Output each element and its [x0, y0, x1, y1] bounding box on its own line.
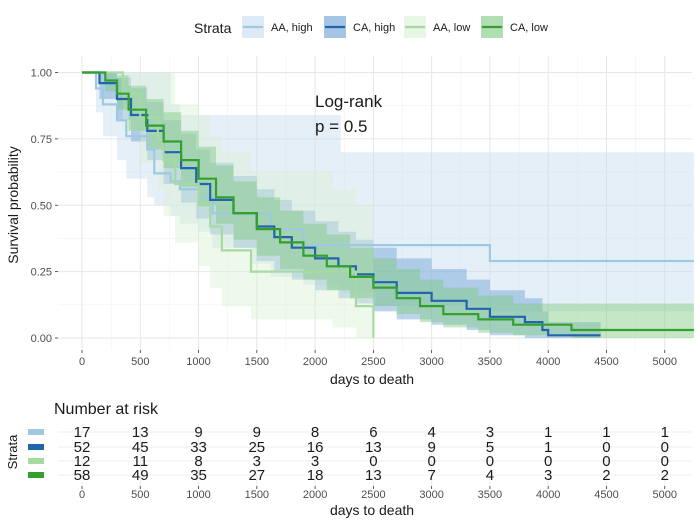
risk-x-tick-label: 4500: [594, 489, 618, 501]
legend-title: Strata: [194, 20, 232, 36]
plot-panel: [58, 56, 692, 350]
risk-cell: 1: [602, 424, 610, 441]
x-tick-label: 500: [131, 356, 149, 368]
risk-cell: 3: [486, 424, 494, 441]
risk-cell: 3: [253, 453, 261, 470]
risk-cell: 17: [74, 424, 91, 441]
risk-cell: 4: [427, 424, 435, 441]
risk-cell: 9: [253, 424, 261, 441]
risk-cell: 0: [369, 453, 377, 470]
pvalue-label: p = 0.5: [315, 117, 367, 136]
risk-cell: 0: [661, 439, 669, 456]
risk-x-tick-label: 1500: [245, 489, 269, 501]
risk-cell: 0: [486, 453, 494, 470]
x-tick-label: 1500: [245, 356, 269, 368]
risk-cell: 1: [544, 439, 552, 456]
risk-x-tick-label: 0: [79, 489, 85, 501]
risk-cell: 27: [248, 467, 265, 484]
risk-cell: 16: [307, 439, 324, 456]
y-axis-title: Survival probability: [5, 146, 21, 264]
risk-cell: 3: [311, 453, 319, 470]
risk-cell: 0: [602, 439, 610, 456]
risk-panel: [58, 424, 692, 486]
legend: Strata AA, high CA, high AA, low CA, low: [194, 16, 548, 38]
risk-cell: 8: [311, 424, 319, 441]
risk-cell: 2: [602, 467, 610, 484]
risk-row-key: [28, 429, 44, 435]
risk-cell: 12: [74, 453, 91, 470]
risk-cell: 33: [190, 439, 207, 456]
y-tick-label: 0.25: [31, 267, 52, 279]
y-tick-label: 0.75: [31, 134, 52, 146]
legend-label-aa-low: AA, low: [433, 22, 470, 34]
risk-cell: 13: [365, 439, 382, 456]
risk-x-axis-title: days to death: [330, 502, 414, 518]
y-tick-label: 0.50: [31, 200, 52, 212]
risk-cell: 1: [544, 424, 552, 441]
risk-x-tick-label: 3500: [478, 489, 502, 501]
risk-cell: 18: [307, 467, 324, 484]
risk-x-tick-label: 2500: [361, 489, 385, 501]
x-tick-label: 1000: [186, 356, 210, 368]
ci-band-ca-high: [82, 72, 601, 338]
risk-row-key: [28, 458, 44, 464]
risk-cell: 0: [602, 453, 610, 470]
risk-cell: 11: [132, 453, 148, 470]
x-tick-label: 2500: [361, 356, 385, 368]
legend-label-ca-low: CA, low: [510, 22, 548, 34]
x-tick-label: 4500: [594, 356, 618, 368]
risk-row-key: [28, 444, 44, 450]
risk-x-tick-label: 1000: [186, 489, 210, 501]
ci-band-aa-high: [82, 72, 694, 312]
risk-x-tick-label: 500: [131, 489, 149, 501]
x-tick-label: 4000: [536, 356, 560, 368]
risk-cell: 49: [132, 467, 149, 484]
y-tick-label: 0.00: [31, 333, 52, 345]
x-tick-label: 5000: [653, 356, 677, 368]
x-tick-label: 3000: [419, 356, 443, 368]
survival-plot: 0.00 0.25 0.50 0.75 1.00 0 500 1000 1500 2000 250…: [5, 56, 694, 387]
risk-row-key: [28, 472, 44, 478]
risk-cell: 0: [661, 453, 669, 470]
risk-cell: 4: [486, 467, 494, 484]
risk-cell: 0: [427, 453, 435, 470]
risk-x-tick-label: 4000: [536, 489, 560, 501]
risk-cell: 35: [190, 467, 207, 484]
risk-cell: 52: [74, 439, 91, 456]
x-axis-title: days to death: [330, 371, 414, 387]
legend-label-aa-high: AA, high: [271, 22, 313, 34]
risk-cell: 13: [132, 424, 149, 441]
risk-cell: 2: [661, 467, 669, 484]
risk-cell: 58: [74, 467, 91, 484]
risk-cell: 0: [544, 453, 552, 470]
survival-curve-aa-low: [82, 71, 375, 338]
logrank-label: Log-rank: [315, 92, 383, 111]
risk-cell: 8: [194, 453, 202, 470]
risk-strata-label: Strata: [5, 434, 20, 469]
risk-x-tick-label: 3000: [419, 489, 443, 501]
risk-cell: 7: [427, 467, 435, 484]
risk-cell: 45: [132, 439, 149, 456]
risk-table-title: Number at risk: [54, 401, 159, 418]
risk-cell: 9: [194, 424, 202, 441]
risk-cell: 3: [544, 467, 552, 484]
risk-cell: 25: [248, 439, 265, 456]
risk-cell: 5: [486, 439, 494, 456]
legend-label-ca-high: CA, high: [353, 22, 395, 34]
x-tick-label: 0: [79, 356, 85, 368]
y-tick-label: 1.00: [31, 68, 52, 80]
x-tick-label: 3500: [478, 356, 502, 368]
risk-table: Number at risk 17 13 9 9 8 6 4 3 1 1 152 45 33 25 16 13…: [5, 401, 692, 518]
survival-curve-ca-low: [82, 71, 694, 332]
risk-cell: 6: [369, 424, 377, 441]
risk-cell: 13: [365, 467, 382, 484]
risk-x-tick-label: 2000: [303, 489, 327, 501]
survival-curve-aa-high: [82, 71, 694, 263]
x-tick-label: 2000: [303, 356, 327, 368]
risk-x-tick-label: 5000: [653, 489, 677, 501]
risk-cell: 9: [427, 439, 435, 456]
risk-cell: 1: [661, 424, 669, 441]
